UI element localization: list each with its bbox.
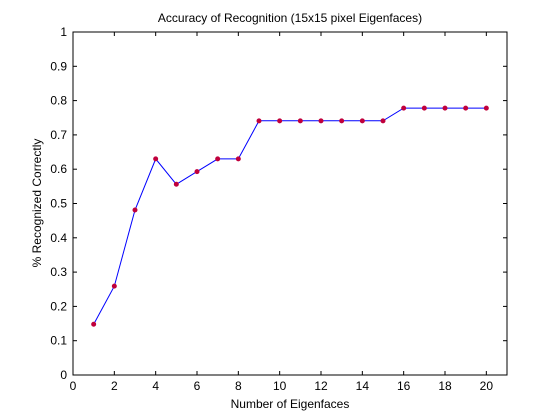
x-axis-label: Number of Eigenfaces (231, 397, 350, 411)
data-point (235, 156, 241, 162)
data-point (277, 118, 283, 124)
data-point (380, 118, 386, 124)
y-tick-label: 0.4 (50, 231, 67, 245)
x-tick-label: 6 (194, 379, 201, 393)
data-point (339, 118, 345, 124)
y-tick-label: 0.9 (50, 59, 67, 73)
x-tick-label: 0 (70, 379, 77, 393)
chart-title: Accuracy of Recognition (15x15 pixel Eig… (158, 11, 422, 25)
data-point (421, 105, 427, 111)
plot-area (72, 31, 508, 376)
y-tick-label: 0.2 (50, 299, 67, 313)
data-markers (91, 105, 489, 327)
y-axis-label: % Recognized Correctly (30, 139, 44, 268)
data-point (463, 105, 469, 111)
series-line (93, 107, 487, 325)
data-point (91, 321, 97, 327)
axis-tick-labels: 0 2 4 6 8 10 12 14 16 18 20 0 0.1 0.2 0.3 0.4 0.5 0.6 0.7 0… (50, 25, 493, 393)
x-tick-label: 18 (438, 379, 452, 393)
x-tick-label: 12 (314, 379, 328, 393)
x-tick-label: 2 (111, 379, 118, 393)
data-point (256, 118, 262, 124)
data-point (153, 156, 159, 162)
x-tick-label: 10 (273, 379, 287, 393)
x-tick-label: 8 (235, 379, 242, 393)
y-tick-label: 0.7 (50, 128, 67, 142)
data-point (442, 105, 448, 111)
y-tick-label: 0.1 (50, 334, 67, 348)
y-tick-label: 0.5 (50, 197, 67, 211)
x-tick-label: 14 (356, 379, 370, 393)
axis-ticks (72, 31, 507, 376)
y-tick-label: 0.8 (50, 94, 67, 108)
data-point (359, 118, 365, 124)
y-tick-label: 1 (60, 25, 67, 39)
data-point (111, 283, 117, 289)
x-tick-label: 16 (397, 379, 411, 393)
data-point (297, 118, 303, 124)
data-point (483, 105, 489, 111)
data-point (132, 207, 138, 213)
y-tick-label: 0 (60, 368, 67, 382)
data-point (173, 181, 179, 187)
data-point (215, 156, 221, 162)
x-tick-label: 20 (480, 379, 494, 393)
data-point (401, 105, 407, 111)
data-point (194, 169, 200, 175)
y-tick-label: 0.6 (50, 162, 67, 176)
data-point (318, 118, 324, 124)
y-tick-label: 0.3 (50, 265, 67, 279)
x-tick-label: 4 (152, 379, 159, 393)
